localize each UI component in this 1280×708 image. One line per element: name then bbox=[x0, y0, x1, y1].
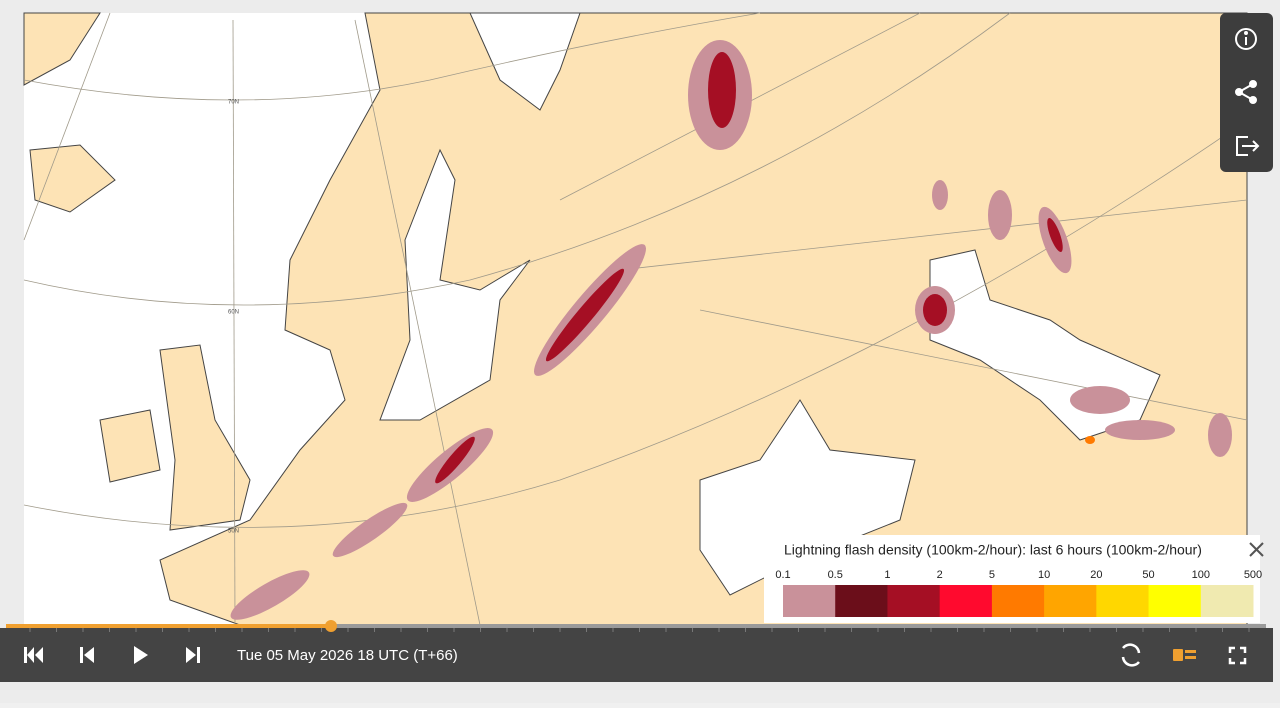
sea bbox=[469, 12, 581, 111]
legend-title: Lightning flash density (100km-2/hour): … bbox=[784, 542, 1202, 558]
control-bar bbox=[0, 628, 1273, 682]
timeline: Tue 05 May 2026 18 UTC (T+66) bbox=[0, 620, 1273, 682]
progress-fill bbox=[6, 624, 331, 628]
sea bbox=[379, 148, 531, 421]
lightning-areas bbox=[230, 40, 1232, 620]
legend-tick-label: 5 bbox=[989, 569, 995, 581]
legend-tick-label: 20 bbox=[1090, 569, 1102, 581]
legend-tick-label: 50 bbox=[1142, 569, 1154, 581]
graticule bbox=[23, 12, 1248, 626]
legend-swatch bbox=[991, 585, 1045, 617]
legend-swatch bbox=[887, 585, 941, 617]
progress-knob[interactable] bbox=[325, 620, 337, 632]
legend-swatch bbox=[783, 585, 836, 617]
share-button[interactable] bbox=[1235, 80, 1257, 104]
land bbox=[99, 409, 161, 483]
legend-tick-label: 500 bbox=[1244, 569, 1262, 581]
first-button[interactable] bbox=[24, 647, 43, 663]
toolbar-panel bbox=[1220, 13, 1273, 172]
legend-swatch bbox=[1148, 585, 1202, 617]
legend-swatch bbox=[1044, 585, 1097, 617]
export-button[interactable] bbox=[1236, 136, 1260, 156]
play-button[interactable] bbox=[134, 646, 148, 664]
legend-tick-label: 10 bbox=[1038, 569, 1050, 581]
loop-button[interactable] bbox=[1121, 643, 1141, 667]
legend-swatch bbox=[835, 585, 888, 617]
latitude-label: 70N bbox=[228, 100, 239, 106]
land bbox=[159, 344, 251, 531]
land bbox=[29, 144, 116, 213]
legend-swatch bbox=[1200, 585, 1254, 617]
legend-tick-label: 0.5 bbox=[828, 569, 843, 581]
sea bbox=[699, 399, 916, 596]
timestamp: Tue 05 May 2026 18 UTC (T+66) bbox=[237, 647, 458, 664]
legend-tick-label: 2 bbox=[937, 569, 943, 581]
legend: Lightning flash density (100km-2/hour): … bbox=[764, 535, 1264, 623]
fullscreen-button[interactable] bbox=[1228, 646, 1247, 665]
legend-swatch bbox=[1096, 585, 1150, 617]
progress-track[interactable] bbox=[6, 624, 1266, 628]
legend-toggle[interactable] bbox=[1173, 649, 1196, 661]
legend-tick-label: 1 bbox=[884, 569, 890, 581]
info-button[interactable] bbox=[1235, 28, 1257, 50]
legend-tick-label: 0.1 bbox=[775, 569, 790, 581]
previous-button[interactable] bbox=[80, 647, 94, 663]
map: 70N 60N 50N bbox=[23, 12, 1248, 626]
latitude-label: 60N bbox=[228, 310, 239, 316]
legend-tick-label: 100 bbox=[1192, 569, 1210, 581]
close-button[interactable] bbox=[1249, 542, 1264, 557]
land bbox=[23, 12, 101, 86]
toolbar bbox=[1220, 13, 1273, 172]
legend-swatch bbox=[939, 585, 993, 617]
next-button[interactable] bbox=[186, 647, 200, 663]
latitude-label: 50N bbox=[228, 529, 239, 535]
